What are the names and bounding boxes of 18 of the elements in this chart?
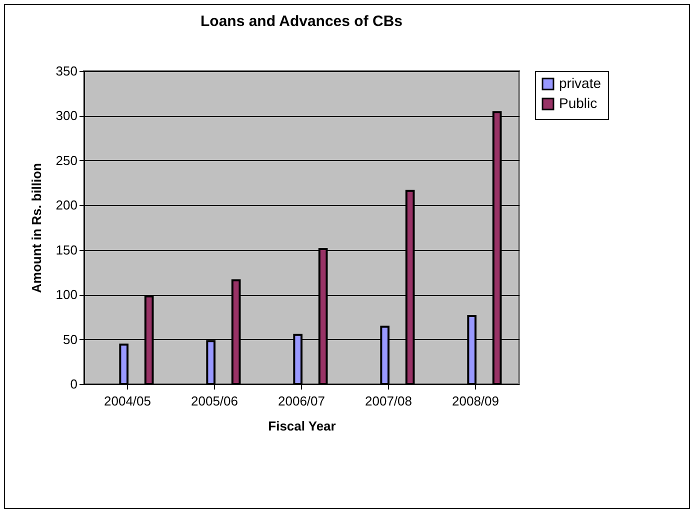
y-tick-label: 50 [63,332,78,347]
chart-title: Loans and Advances of CBs [200,13,402,30]
y-tick-label: 350 [56,64,78,78]
y-tick-label: 300 [56,108,78,124]
y-tick-label: 150 [56,242,78,258]
y-tick-label: 100 [56,287,78,302]
y-axis-title: Amount in Rs. billion [28,162,44,293]
y-tick-label: 200 [56,198,78,213]
x-tick-label: 2004/05 [104,394,151,408]
x-tick-label: 2007/08 [365,394,412,408]
legend-label: Public [559,95,598,111]
y-tick-label: 0 [70,376,78,392]
x-tick-label: 2005/06 [191,394,238,408]
legend-label: private [559,75,602,91]
x-tick-label: 2008/09 [452,394,499,408]
x-axis-title: Fiscal Year [268,418,336,434]
x-tick-label: 2006/07 [278,394,325,408]
y-tick-label: 250 [56,152,78,168]
